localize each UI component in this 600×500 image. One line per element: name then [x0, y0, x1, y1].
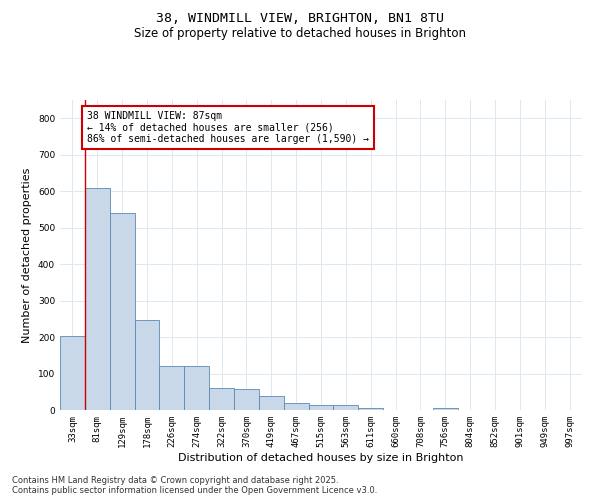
Bar [85, 188, 110, 410]
Text: Size of property relative to detached houses in Brighton: Size of property relative to detached ho… [134, 28, 466, 40]
Text: 38 WINDMILL VIEW: 87sqm
← 14% of detached houses are smaller (256)
86% of semi-d: 38 WINDMILL VIEW: 87sqm ← 14% of detache… [88, 111, 370, 144]
X-axis label: Distribution of detached houses by size in Brighton: Distribution of detached houses by size … [178, 452, 464, 462]
Y-axis label: Number of detached properties: Number of detached properties [22, 168, 32, 342]
Bar [234, 389, 259, 410]
Text: Contains HM Land Registry data © Crown copyright and database right 2025.
Contai: Contains HM Land Registry data © Crown c… [12, 476, 377, 495]
Bar [60, 336, 85, 410]
Bar [433, 408, 458, 410]
Text: 38, WINDMILL VIEW, BRIGHTON, BN1 8TU: 38, WINDMILL VIEW, BRIGHTON, BN1 8TU [156, 12, 444, 26]
Bar [184, 366, 209, 410]
Bar [358, 408, 383, 410]
Bar [259, 396, 284, 410]
Bar [284, 402, 308, 410]
Bar [134, 320, 160, 410]
Bar [209, 388, 234, 410]
Bar [334, 406, 358, 410]
Bar [110, 213, 134, 410]
Bar [308, 404, 334, 410]
Bar [160, 366, 184, 410]
